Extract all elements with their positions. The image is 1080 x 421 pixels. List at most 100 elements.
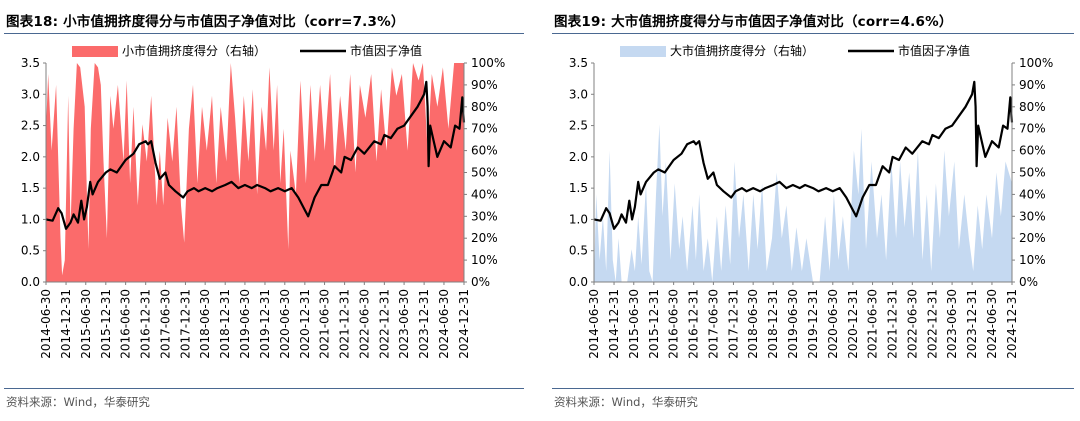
figure-title: 图表19: 大市值拥挤度得分与市值因子净值对比（corr=4.6%）	[554, 14, 953, 30]
y-right-tick-label: 80%	[1019, 100, 1046, 114]
y-right-tick-label: 100%	[471, 56, 505, 70]
y-right-tick-label: 0%	[1019, 275, 1038, 289]
x-tick-label: 2022-06-30	[905, 289, 919, 359]
y-right-tick-label: 80%	[471, 100, 498, 114]
x-tick-label: 2024-06-30	[985, 289, 999, 359]
x-tick-label: 2015-12-31	[99, 289, 113, 359]
bottom-rule	[4, 388, 524, 389]
x-tick-label: 2022-12-31	[925, 289, 939, 359]
x-tick-label: 2018-06-30	[746, 289, 760, 359]
x-tick-label: 2023-06-30	[397, 289, 411, 359]
x-tick-label: 2021-12-31	[338, 289, 352, 359]
y-right-tick-label: 100%	[1019, 56, 1053, 70]
x-tick-label: 2019-06-30	[786, 289, 800, 359]
x-tick-label: 2018-12-31	[766, 289, 780, 359]
x-tick-label: 2019-06-30	[238, 289, 252, 359]
x-tick-label: 2020-12-31	[298, 289, 312, 359]
y-right-tick-label: 50%	[471, 166, 498, 180]
y-right-tick-label: 0%	[471, 275, 490, 289]
x-tick-label: 2017-06-30	[158, 289, 172, 359]
x-tick-label: 2016-06-30	[119, 289, 133, 359]
y-left-tick-label: 3.0	[21, 87, 40, 101]
source-note: 资料来源：Wind，华泰研究	[554, 395, 698, 409]
x-tick-label: 2021-06-30	[866, 289, 880, 359]
y-right-tick-label: 90%	[471, 78, 498, 92]
chart-panel-small-cap: 图表18: 小市值拥挤度得分与市值因子净值对比（corr=7.3%） 0.0 0.…	[0, 0, 530, 421]
x-tick-label: 2017-06-30	[706, 289, 720, 359]
y-right-tick-label: 90%	[1019, 78, 1046, 92]
y-right-tick-label: 40%	[471, 187, 498, 201]
y-left-tick-label: 2.0	[21, 150, 40, 164]
y-right-tick-label: 40%	[1019, 187, 1046, 201]
x-tick-label: 2017-12-31	[178, 289, 192, 359]
y-left-tick-label: 3.5	[21, 56, 40, 70]
x-tick-label: 2017-12-31	[726, 289, 740, 359]
title-rule	[4, 33, 524, 34]
y-right-tick-label: 70%	[471, 122, 498, 136]
x-tick-label: 2015-06-30	[79, 289, 93, 359]
x-tick-label: 2014-12-31	[59, 289, 73, 359]
x-tick-label: 2023-12-31	[417, 289, 431, 359]
x-tick-label: 2016-06-30	[667, 289, 681, 359]
x-tick-label: 2015-12-31	[647, 289, 661, 359]
x-tick-label: 2021-12-31	[886, 289, 900, 359]
x-tick-label: 2014-06-30	[39, 289, 53, 359]
x-tick-label: 2020-06-30	[826, 289, 840, 359]
y-left-tick-label: 1.0	[21, 212, 40, 226]
x-tick-label: 2023-06-30	[945, 289, 959, 359]
line-series-factor-nav	[593, 80, 1014, 230]
y-left-tick-label: 1.0	[569, 212, 588, 226]
legend-label-line: 市值因子净值	[350, 43, 422, 58]
legend-swatch-area	[620, 46, 666, 57]
source-note: 资料来源：Wind，华泰研究	[6, 395, 150, 409]
y-right-tick-label: 60%	[1019, 144, 1046, 158]
x-tick-label: 2019-12-31	[258, 289, 272, 359]
y-right-tick-label: 10%	[471, 253, 498, 267]
y-left-tick-label: 3.0	[569, 87, 588, 101]
y-right-tick-label: 30%	[471, 209, 498, 223]
y-left-tick-label: 1.5	[569, 181, 588, 195]
x-tick-label: 2024-12-31	[457, 289, 471, 359]
x-tick-label: 2019-12-31	[806, 289, 820, 359]
y-left-tick-label: 2.0	[569, 150, 588, 164]
x-tick-label: 2014-12-31	[607, 289, 621, 359]
legend-label-area: 大市值拥挤度得分（右轴）	[670, 43, 814, 58]
legend-label-line: 市值因子净值	[898, 43, 970, 58]
area-series-crowding-score	[46, 63, 464, 282]
x-tick-label: 2016-12-31	[687, 289, 701, 359]
area-series-crowding-score	[594, 124, 1012, 282]
y-right-tick-label: 70%	[1019, 122, 1046, 136]
x-tick-label: 2015-06-30	[627, 289, 641, 359]
y-right-tick-label: 20%	[471, 231, 498, 245]
figure-title: 图表18: 小市值拥挤度得分与市值因子净值对比（corr=7.3%）	[6, 14, 405, 30]
x-tick-label: 2023-12-31	[965, 289, 979, 359]
y-right-tick-label: 30%	[1019, 209, 1046, 223]
x-tick-label: 2018-06-30	[198, 289, 212, 359]
y-right-tick-label: 10%	[1019, 253, 1046, 267]
x-tick-label: 2024-06-30	[437, 289, 451, 359]
y-left-tick-label: 3.5	[569, 56, 588, 70]
y-left-tick-label: 2.5	[21, 119, 40, 133]
title-rule	[552, 33, 1074, 34]
y-left-tick-label: 0.0	[21, 275, 40, 289]
y-left-tick-label: 0.0	[569, 275, 588, 289]
y-left-tick-label: 0.5	[569, 244, 588, 258]
x-tick-label: 2020-06-30	[278, 289, 292, 359]
chart-canvas-large-cap: 0.0 0.5 1.0 1.5 2.0 2.5 3.0 3.5 0% 10% 20% 30% 40% 50…	[569, 43, 1053, 359]
y-right-tick-label: 50%	[1019, 166, 1046, 180]
y-right-tick-label: 20%	[1019, 231, 1046, 245]
x-tick-label: 2021-06-30	[318, 289, 332, 359]
line-series-factor-nav	[45, 80, 466, 230]
y-left-tick-label: 0.5	[21, 244, 40, 258]
y-right-tick-label: 60%	[471, 144, 498, 158]
x-tick-label: 2018-12-31	[218, 289, 232, 359]
x-tick-label: 2024-12-31	[1005, 289, 1019, 359]
y-left-tick-label: 1.5	[21, 181, 40, 195]
chart-canvas-small-cap: 0.0 0.5 1.0 1.5 2.0 2.5 3.0 3.5 0% 10% 20% 30% 40% 50…	[21, 43, 505, 359]
legend-swatch-area	[72, 46, 118, 57]
x-tick-label: 2020-12-31	[846, 289, 860, 359]
x-tick-label: 2022-12-31	[377, 289, 391, 359]
x-tick-label: 2022-06-30	[357, 289, 371, 359]
legend-label-area: 小市值拥挤度得分（右轴）	[122, 43, 266, 58]
chart-panel-large-cap: 图表19: 大市值拥挤度得分与市值因子净值对比（corr=4.6%） 0.0 0.…	[548, 0, 1080, 421]
